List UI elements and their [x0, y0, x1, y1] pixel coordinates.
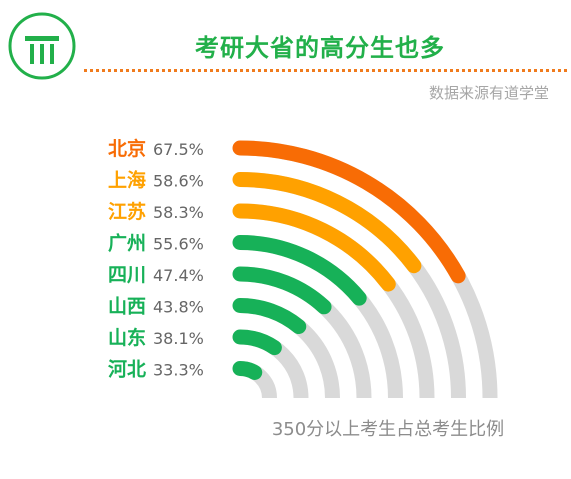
value-arc — [232, 235, 367, 306]
value-arc — [232, 266, 332, 315]
category-label: 河北 — [108, 359, 146, 381]
category-label: 广州 — [108, 232, 146, 255]
chart-caption: 350分以上考生占总考生比例 — [271, 419, 505, 440]
value-label: 47.4% — [153, 266, 204, 285]
category-label: 四川 — [108, 264, 146, 286]
data-source: 数据来源有道学堂 — [428, 84, 549, 102]
category-label: 山西 — [108, 296, 146, 318]
value-label: 67.5% — [153, 140, 204, 159]
dotted-divider — [84, 69, 567, 72]
category-label: 北京 — [108, 137, 146, 160]
value-arc — [232, 360, 263, 380]
value-arc — [232, 203, 396, 292]
value-arc — [232, 329, 282, 356]
category-label: 江苏 — [108, 200, 146, 223]
value-arc — [232, 298, 307, 335]
logo-icon — [8, 12, 76, 80]
value-label: 55.6% — [153, 235, 204, 254]
chart-title: 考研大省的高分生也多 — [195, 34, 445, 62]
value-label: 33.3% — [153, 361, 204, 380]
value-arc — [232, 172, 422, 274]
value-label: 38.1% — [153, 329, 204, 348]
value-label: 43.8% — [153, 298, 204, 317]
category-label: 上海 — [108, 169, 146, 192]
category-label: 山东 — [108, 326, 146, 349]
value-arc — [232, 140, 466, 284]
value-label: 58.6% — [153, 172, 204, 191]
value-label: 58.3% — [153, 203, 204, 222]
